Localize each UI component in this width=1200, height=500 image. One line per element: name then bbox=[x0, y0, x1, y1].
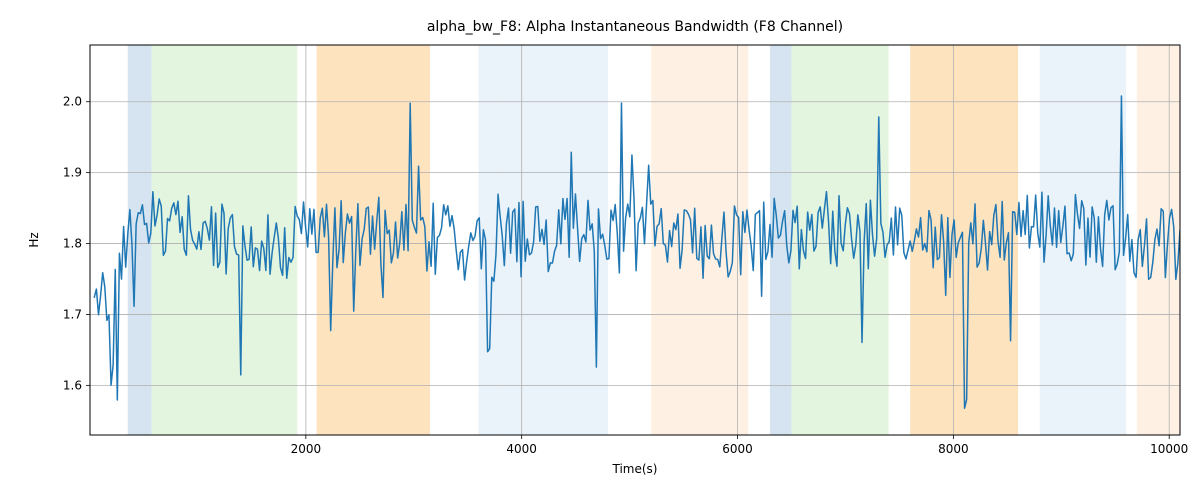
svg-text:1.9: 1.9 bbox=[63, 166, 82, 180]
svg-text:1.7: 1.7 bbox=[63, 307, 82, 321]
svg-text:2000: 2000 bbox=[291, 442, 322, 456]
chart-container: 2000 4000 6000 8000 10000 1.6 1.7 1.8 1.9 2.0 Ti… bbox=[0, 0, 1200, 500]
svg-text:10000: 10000 bbox=[1150, 442, 1188, 456]
svg-text:1.8: 1.8 bbox=[63, 237, 82, 251]
y-axis-label: Hz bbox=[27, 232, 41, 247]
line-chart: 2000 4000 6000 8000 10000 1.6 1.7 1.8 1.9 2.0 Ti… bbox=[0, 0, 1200, 500]
svg-text:2.0: 2.0 bbox=[63, 95, 82, 109]
svg-text:1.6: 1.6 bbox=[63, 378, 82, 392]
x-axis-label: Time(s) bbox=[612, 462, 658, 476]
svg-text:6000: 6000 bbox=[722, 442, 753, 456]
svg-text:8000: 8000 bbox=[938, 442, 969, 456]
chart-title: alpha_bw_F8: Alpha Instantaneous Bandwid… bbox=[427, 19, 843, 35]
svg-text:4000: 4000 bbox=[506, 442, 537, 456]
